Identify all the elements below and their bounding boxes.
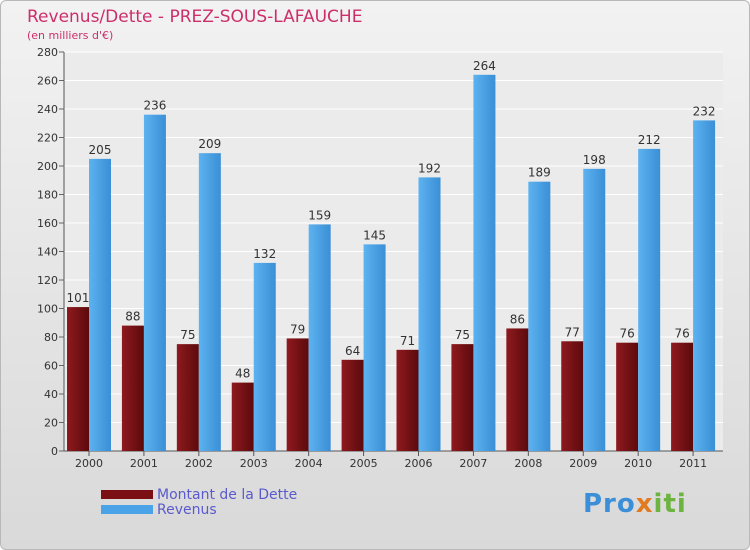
legend-label-revenus: Revenus (157, 501, 217, 518)
y-tick-label: 120 (37, 274, 58, 287)
data-label-dette: 76 (674, 327, 689, 341)
bar-revenus (693, 120, 716, 452)
bar-revenus (638, 148, 661, 451)
x-tick-label: 2007 (459, 457, 487, 470)
data-label-revenus: 209 (198, 137, 221, 151)
bar-revenus (583, 168, 606, 451)
y-tick-label: 20 (44, 417, 58, 430)
data-label-revenus: 198 (583, 153, 606, 167)
y-tick-label: 280 (37, 46, 58, 59)
bar-revenus (198, 153, 221, 452)
legend-item-dette: Montant de la Dette (101, 486, 298, 503)
data-label-dette: 64 (345, 344, 360, 358)
chart-title: Revenus/Dette - PREZ-SOUS-LAFAUCHE (27, 7, 363, 27)
x-tick-label: 2004 (295, 457, 323, 470)
data-label-dette: 75 (455, 328, 470, 342)
y-tick-label: 220 (37, 132, 58, 145)
bar-revenus (473, 74, 496, 452)
bar-revenus (363, 244, 386, 451)
x-tick-label: 2003 (240, 457, 268, 470)
x-tick-label: 2011 (679, 457, 707, 470)
y-tick-label: 180 (37, 189, 58, 202)
y-tick-label: 40 (44, 388, 58, 401)
bar-dette (561, 341, 584, 451)
y-tick-label: 100 (37, 303, 58, 316)
bar-dette (121, 325, 144, 451)
data-label-dette: 75 (180, 328, 195, 342)
bar-dette (176, 344, 199, 451)
data-label-dette: 48 (235, 367, 250, 381)
bar-dette (396, 349, 419, 451)
bar-dette (506, 328, 529, 451)
data-label-revenus: 132 (253, 247, 276, 261)
x-tick-label: 2002 (185, 457, 213, 470)
y-tick-label: 0 (51, 445, 58, 458)
data-label-dette: 101 (67, 291, 90, 305)
x-tick-label: 2005 (350, 457, 378, 470)
legend-swatch-revenus (101, 505, 153, 514)
data-label-revenus: 232 (693, 104, 716, 118)
data-label-revenus: 212 (638, 133, 661, 147)
data-label-dette: 71 (400, 334, 415, 348)
x-tick-label: 2000 (75, 457, 103, 470)
bar-revenus (89, 158, 111, 451)
chart-subtitle: (en milliers d'€) (27, 29, 114, 42)
data-label-revenus: 264 (473, 59, 496, 73)
data-label-revenus: 192 (418, 161, 441, 175)
bar-dette (341, 359, 364, 451)
y-tick-label: 140 (37, 246, 58, 259)
data-label-dette: 77 (565, 325, 580, 339)
data-label-revenus: 205 (89, 143, 112, 157)
data-label-dette: 76 (620, 327, 635, 341)
data-label-dette: 88 (125, 310, 140, 324)
bar-dette (671, 342, 694, 451)
bar-dette (286, 338, 309, 451)
data-label-revenus: 189 (528, 166, 551, 180)
legend-swatch-dette (101, 490, 153, 499)
bar-revenus (253, 262, 276, 451)
y-tick-label: 160 (37, 217, 58, 230)
y-tick-label: 200 (37, 160, 58, 173)
x-tick-label: 2006 (405, 457, 433, 470)
bar-revenus (418, 177, 441, 451)
data-label-dette: 86 (510, 312, 525, 326)
data-label-revenus: 145 (363, 228, 386, 242)
y-tick-label: 60 (44, 360, 58, 373)
y-tick-label: 260 (37, 75, 58, 88)
x-tick-label: 2009 (569, 457, 597, 470)
bar-dette (231, 382, 254, 451)
x-tick-label: 2001 (130, 457, 158, 470)
x-tick-label: 2010 (624, 457, 652, 470)
data-label-revenus: 159 (308, 208, 331, 222)
legend-item-revenus: Revenus (101, 501, 297, 518)
data-label-revenus: 236 (143, 99, 166, 113)
x-tick-label: 2008 (514, 457, 542, 470)
bar-dette (616, 342, 639, 451)
bar-revenus (143, 114, 166, 451)
y-tick-label: 80 (44, 331, 58, 344)
legend: Montant de la Dette Revenus (101, 486, 298, 518)
bar-revenus (528, 181, 551, 452)
data-label-dette: 79 (290, 322, 305, 336)
y-tick-label: 240 (37, 103, 58, 116)
bar-revenus (308, 224, 331, 451)
legend-label-dette: Montant de la Dette (157, 486, 298, 503)
bar-dette (451, 344, 474, 451)
proxiti-logo: Proxiti (583, 489, 687, 519)
bar-dette (67, 307, 89, 451)
